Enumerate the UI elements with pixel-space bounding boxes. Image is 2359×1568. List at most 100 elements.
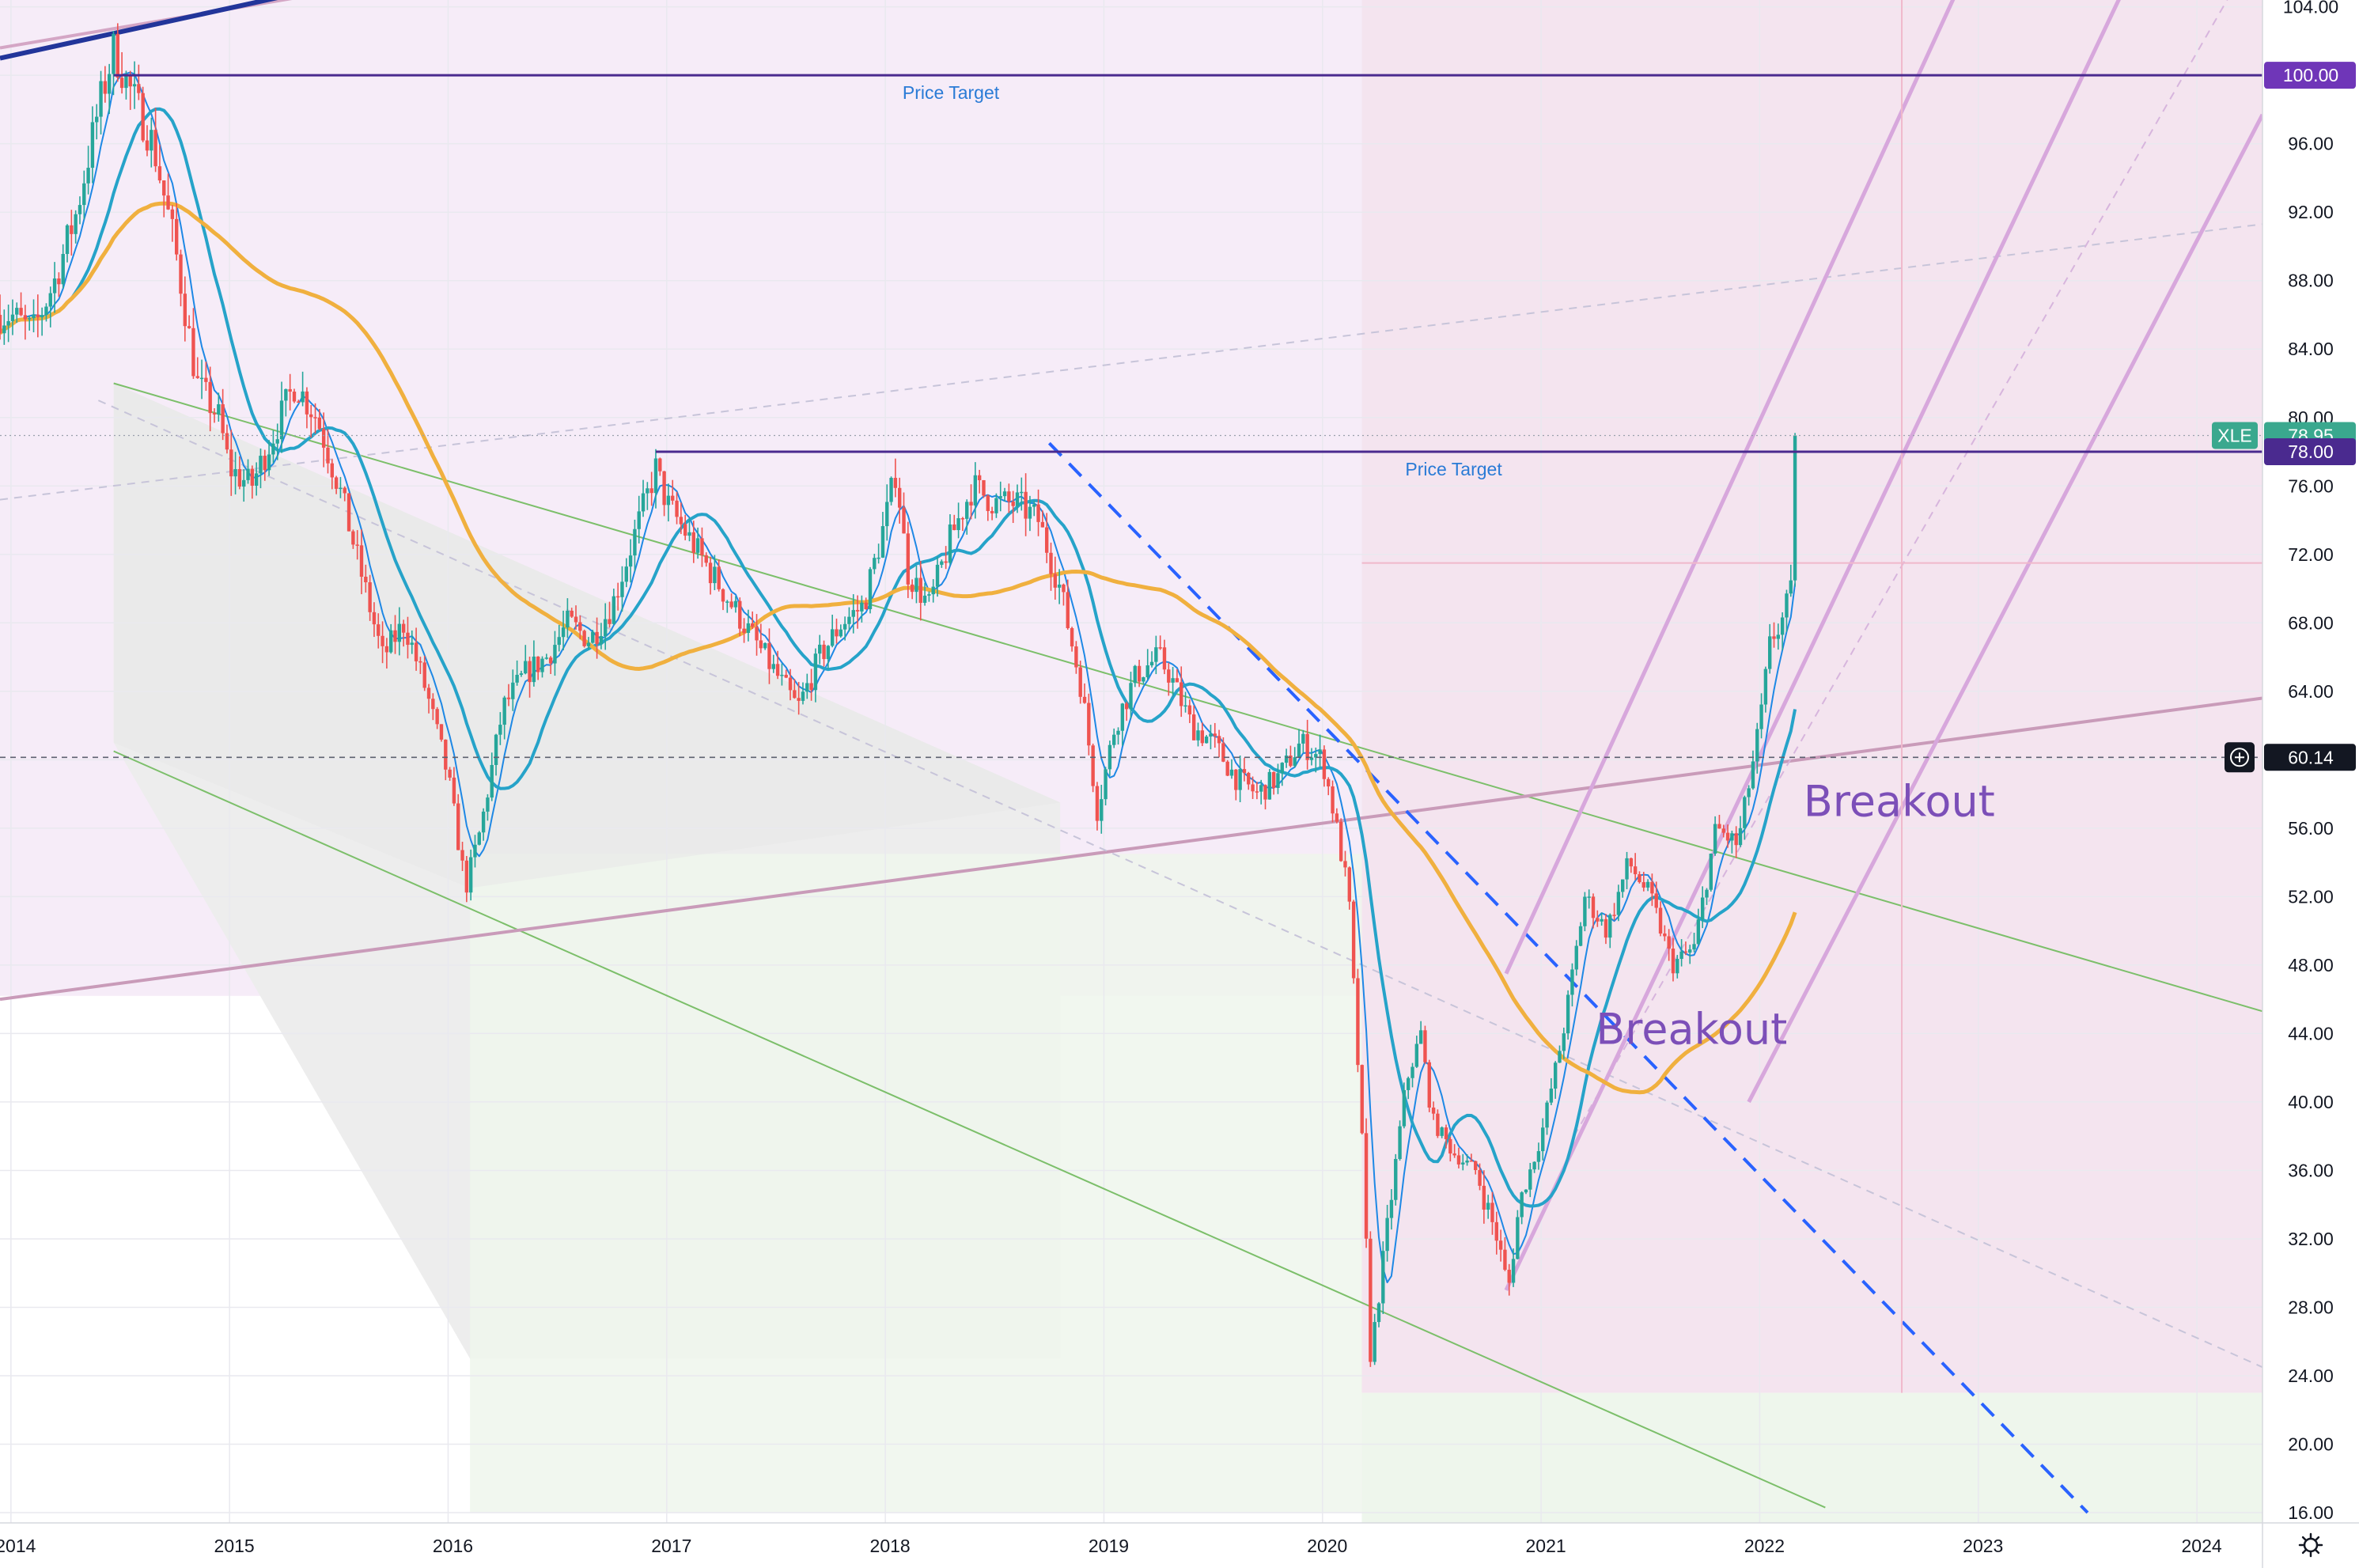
candle-body — [746, 623, 751, 633]
candle — [1040, 510, 1045, 528]
candle-body — [582, 631, 586, 646]
candle-body — [1755, 729, 1759, 762]
candle — [246, 459, 250, 484]
candle-body — [624, 566, 628, 582]
candle-body — [52, 278, 57, 294]
candle-body — [927, 594, 931, 596]
candle — [1209, 725, 1213, 750]
candle — [99, 70, 103, 134]
candle-body — [1183, 705, 1187, 707]
candle — [57, 272, 61, 297]
candle — [1743, 795, 1747, 840]
candle — [1015, 484, 1020, 513]
candle-body — [1743, 797, 1747, 828]
candle — [721, 588, 725, 611]
candle-body — [578, 622, 582, 631]
candle-body — [1100, 799, 1104, 821]
candle-body — [1124, 703, 1129, 710]
candle-body — [506, 697, 511, 699]
candle — [1024, 473, 1028, 536]
candle-body — [1747, 788, 1751, 797]
candle-body — [452, 777, 456, 804]
candle-body — [1528, 1169, 1532, 1190]
candle — [183, 276, 187, 342]
candle — [713, 555, 717, 590]
candle — [725, 600, 729, 613]
candle-body — [877, 557, 880, 559]
candle-body — [1322, 749, 1327, 779]
candle-body — [145, 140, 150, 151]
candle — [70, 210, 74, 256]
x-tick-label: 2020 — [1307, 1536, 1347, 1556]
candle-body — [195, 376, 199, 378]
candle — [1100, 785, 1104, 834]
candle — [1376, 1301, 1381, 1327]
candle — [1221, 737, 1225, 763]
candle-body — [1763, 668, 1768, 705]
candle-body — [162, 180, 166, 196]
candle-body — [237, 468, 242, 487]
candle-body — [1314, 754, 1318, 758]
candle — [784, 669, 788, 679]
candle — [452, 767, 456, 806]
settings-gear-icon[interactable] — [2298, 1532, 2323, 1558]
candle — [397, 607, 402, 656]
candle — [532, 640, 536, 687]
y-tick-label: 48.00 — [2288, 955, 2334, 975]
candle — [128, 70, 132, 110]
candle-body — [1343, 861, 1347, 868]
candle — [902, 492, 906, 534]
breakout-annotation: Breakout — [1596, 1004, 1787, 1054]
candle — [1162, 639, 1167, 675]
y-tick-label: 92.00 — [2288, 202, 2334, 222]
candle — [1456, 1147, 1461, 1168]
candle — [1343, 850, 1347, 877]
candle-body — [1369, 1238, 1373, 1362]
candle — [1276, 763, 1280, 794]
candle — [1247, 771, 1251, 790]
candle — [1604, 914, 1608, 945]
candle-body — [153, 130, 157, 167]
candle-body — [553, 645, 557, 664]
candle-body — [1638, 874, 1641, 883]
candle — [1002, 487, 1007, 502]
candle — [1120, 703, 1125, 746]
candle-body — [1351, 901, 1356, 979]
candle-body — [842, 623, 847, 630]
candle-body — [103, 81, 108, 94]
candle-body — [780, 674, 784, 676]
candle — [615, 582, 620, 611]
candle — [1763, 666, 1768, 713]
candle — [1389, 1189, 1394, 1230]
candle-body — [1032, 504, 1036, 507]
candle-body — [1137, 665, 1142, 682]
candle-body — [444, 739, 448, 770]
crosshair-plus-icon[interactable] — [2225, 742, 2255, 773]
candle — [1078, 661, 1082, 704]
candle — [1553, 1061, 1558, 1099]
candle — [960, 517, 965, 532]
candle — [1116, 727, 1120, 745]
candle — [456, 793, 460, 850]
candle-body — [36, 314, 40, 318]
candle-body — [1536, 1151, 1541, 1162]
candle-body — [1112, 734, 1116, 745]
candle-body — [805, 683, 809, 692]
candle — [242, 469, 246, 502]
candle-body — [1024, 491, 1028, 519]
candle-body — [873, 558, 877, 570]
candle-body — [1494, 1221, 1498, 1241]
candle — [1062, 583, 1066, 606]
candle — [1574, 940, 1578, 976]
candle-body — [1356, 978, 1360, 1066]
candle — [1082, 683, 1087, 704]
candle-body — [204, 377, 208, 382]
candle-body — [591, 631, 595, 643]
candle — [675, 491, 679, 525]
crosshair-plus-icon-ring — [2230, 748, 2249, 767]
pink-projection-zone — [1361, 0, 2262, 1393]
candle-body — [212, 413, 217, 415]
candle-body — [1267, 771, 1272, 800]
candle-body — [683, 524, 687, 536]
